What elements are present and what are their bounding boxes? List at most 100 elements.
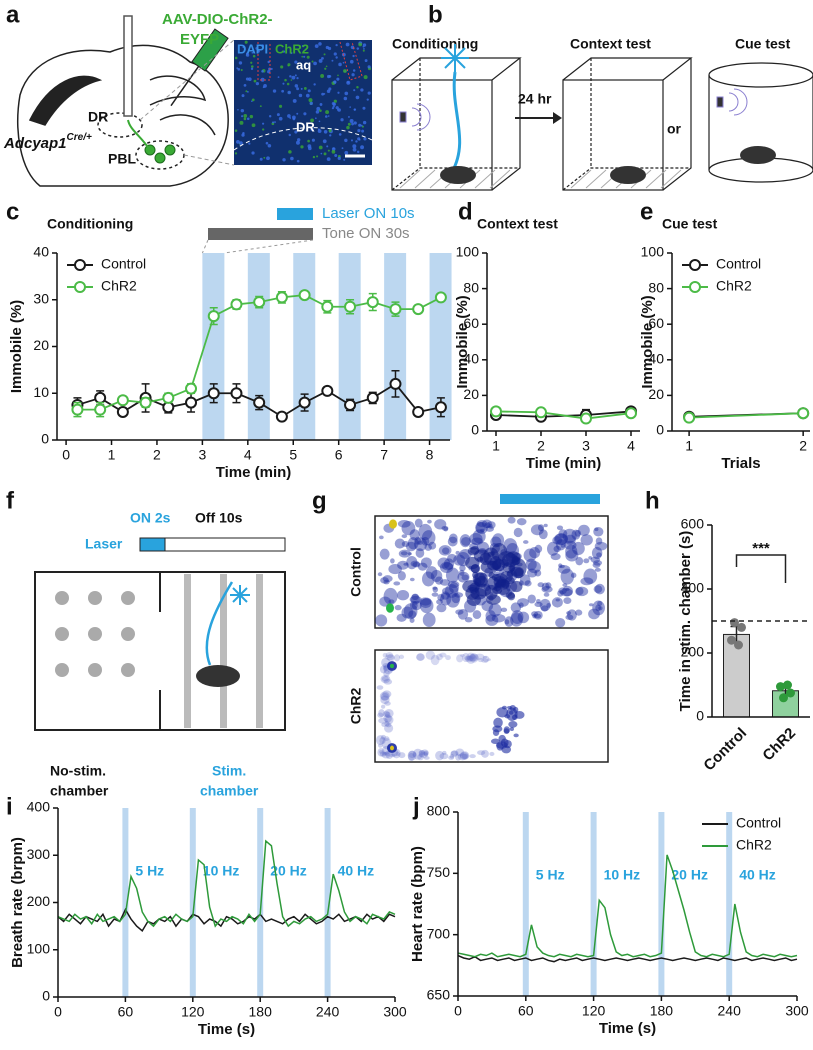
marker (71, 403, 84, 416)
heat-blob (383, 666, 389, 672)
cell (361, 129, 365, 133)
cell (323, 152, 327, 156)
heat-blob (386, 654, 395, 662)
x-tick-label: 2 (153, 447, 161, 463)
cell (287, 114, 291, 118)
cell (316, 106, 321, 111)
heat-blob (513, 733, 519, 738)
marker (116, 405, 129, 418)
cell (266, 156, 270, 161)
heat-blob (417, 540, 423, 545)
y-tick-label: 100 (641, 244, 665, 260)
heat-blob (435, 750, 445, 761)
heat-blob (379, 665, 387, 674)
cell (236, 139, 240, 144)
heat-blob (472, 529, 486, 544)
heat-blob (419, 597, 432, 606)
cell (268, 115, 272, 118)
cell (355, 95, 360, 100)
cell (362, 120, 367, 125)
heat-blob (510, 612, 523, 627)
y-axis-label: Immobile (%) (454, 295, 471, 388)
heat-blob (409, 577, 415, 582)
heat-blob (384, 711, 391, 718)
heat-blob (419, 598, 432, 609)
panel-label: i (6, 793, 13, 820)
fiber-track (257, 42, 271, 81)
cell (282, 50, 286, 53)
heat-blob (383, 669, 390, 678)
heat-blob (580, 534, 593, 546)
heat-blob (558, 563, 563, 568)
heat-blob (595, 537, 603, 545)
arrow-head (553, 112, 562, 124)
heat-blob (409, 529, 420, 541)
marker (366, 296, 379, 309)
heat-blob (464, 655, 473, 663)
heat-blob (405, 541, 417, 552)
heat-blob (383, 678, 393, 685)
heat-blob (531, 611, 539, 617)
heat-blob (422, 612, 436, 628)
cell (251, 151, 255, 155)
marker (344, 398, 357, 411)
stim-band (726, 812, 733, 996)
heat-blob (511, 714, 518, 720)
y-tick-label: 0 (42, 988, 50, 1004)
x-tick-label: 2 (537, 438, 545, 454)
heat-blob (560, 568, 575, 585)
laser-band (293, 253, 316, 440)
cell (362, 49, 365, 52)
heat-blob (449, 533, 458, 544)
heat-blob (455, 748, 465, 757)
cell (308, 98, 313, 103)
cell (290, 51, 293, 55)
cell (325, 65, 328, 68)
x-tick-label: 3 (582, 438, 590, 454)
cell (250, 67, 254, 71)
cell (238, 61, 243, 65)
cell (284, 78, 287, 82)
heat-blob (401, 534, 408, 539)
cell (282, 158, 286, 162)
heat-blob (381, 752, 391, 759)
cell (250, 65, 254, 68)
heat-blob (534, 601, 543, 608)
cell (331, 59, 334, 62)
x-tick-label: 0 (62, 447, 70, 463)
heat-blob (482, 655, 490, 663)
marker (94, 403, 107, 416)
heat-blob (390, 663, 394, 669)
cell (333, 99, 337, 103)
heat-blob (550, 553, 561, 561)
heat-blob (537, 582, 545, 588)
heat-blob (382, 710, 390, 718)
cell (312, 155, 316, 159)
heat-blob (445, 567, 460, 583)
heat-blob (421, 530, 436, 546)
cell (307, 89, 311, 93)
heat-blob (500, 607, 508, 613)
heat-blob (481, 519, 492, 529)
cell (247, 77, 252, 82)
heat-blob (459, 564, 466, 572)
heat-blob (543, 592, 550, 597)
heat-blob (594, 527, 599, 532)
legend-marker (689, 281, 701, 293)
cell (251, 98, 255, 102)
marker (535, 406, 547, 419)
heat-blob (485, 525, 494, 532)
heat-blob (485, 614, 499, 626)
marker (321, 300, 334, 313)
x-tick-label: 60 (118, 1004, 134, 1020)
cell (319, 103, 323, 106)
marker (253, 296, 266, 309)
marker (275, 291, 288, 304)
cell (331, 150, 336, 154)
heat-blob (390, 558, 395, 564)
heat-blob (525, 558, 537, 571)
series-line (457, 854, 798, 958)
heat-blob (565, 549, 579, 562)
heatmaps (374, 515, 609, 763)
micrograph (234, 40, 372, 165)
